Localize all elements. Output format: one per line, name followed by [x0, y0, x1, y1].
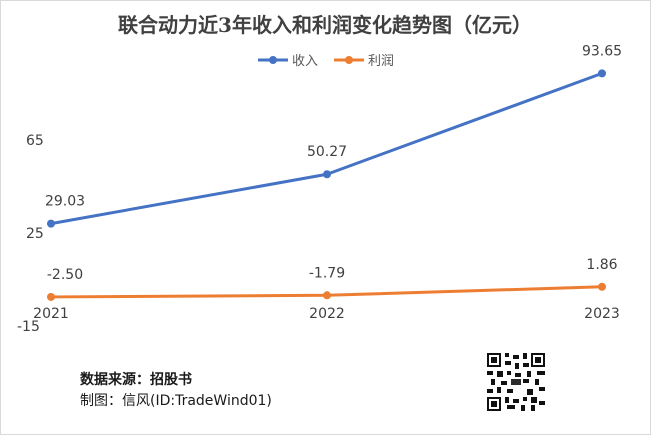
x-tick-label: 2022 [309, 306, 345, 322]
legend-item-revenue: 收入 [292, 54, 318, 69]
series-layer [47, 69, 606, 301]
legend: 收入 利润 [258, 54, 394, 69]
data-point [323, 291, 331, 300]
chart-credit: 制图：信风(ID:TradeWind01) [80, 393, 272, 409]
data-label: 93.65 [582, 43, 622, 59]
qr-code-icon[interactable] [487, 353, 545, 411]
y-tick-label: 65 [26, 133, 44, 149]
data-label: 50.27 [307, 144, 347, 160]
x-tick-label: 2023 [584, 306, 620, 322]
data-label: 29.03 [45, 194, 85, 210]
data-label: 1.86 [586, 257, 617, 273]
data-point [323, 170, 331, 179]
y-tick-label: 25 [26, 226, 44, 242]
data-label: -2.50 [47, 267, 83, 283]
data-point [598, 69, 606, 78]
data-point [47, 219, 55, 228]
chart-title: 联合动力近3年收入和利润变化趋势图（亿元） [118, 13, 532, 37]
data-point [47, 292, 55, 301]
data-label-layer: 29.03 50.27 93.65 -2.50 -1.79 1.86 [45, 43, 622, 283]
data-label: -1.79 [309, 265, 345, 281]
legend-item-profit: 利润 [368, 54, 394, 69]
x-tick-label: 2021 [33, 306, 69, 322]
data-point [598, 282, 606, 291]
y-tick-label: -15 [17, 319, 40, 335]
data-source: 数据来源：招股书 [80, 372, 192, 388]
